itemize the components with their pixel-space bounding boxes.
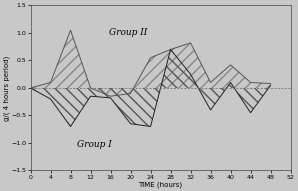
Text: Group II: Group II [108, 28, 147, 37]
X-axis label: TIME (hours): TIME (hours) [139, 181, 183, 188]
Text: Group I: Group I [77, 140, 112, 149]
Y-axis label: g/( 4 hours period): g/( 4 hours period) [4, 55, 10, 121]
